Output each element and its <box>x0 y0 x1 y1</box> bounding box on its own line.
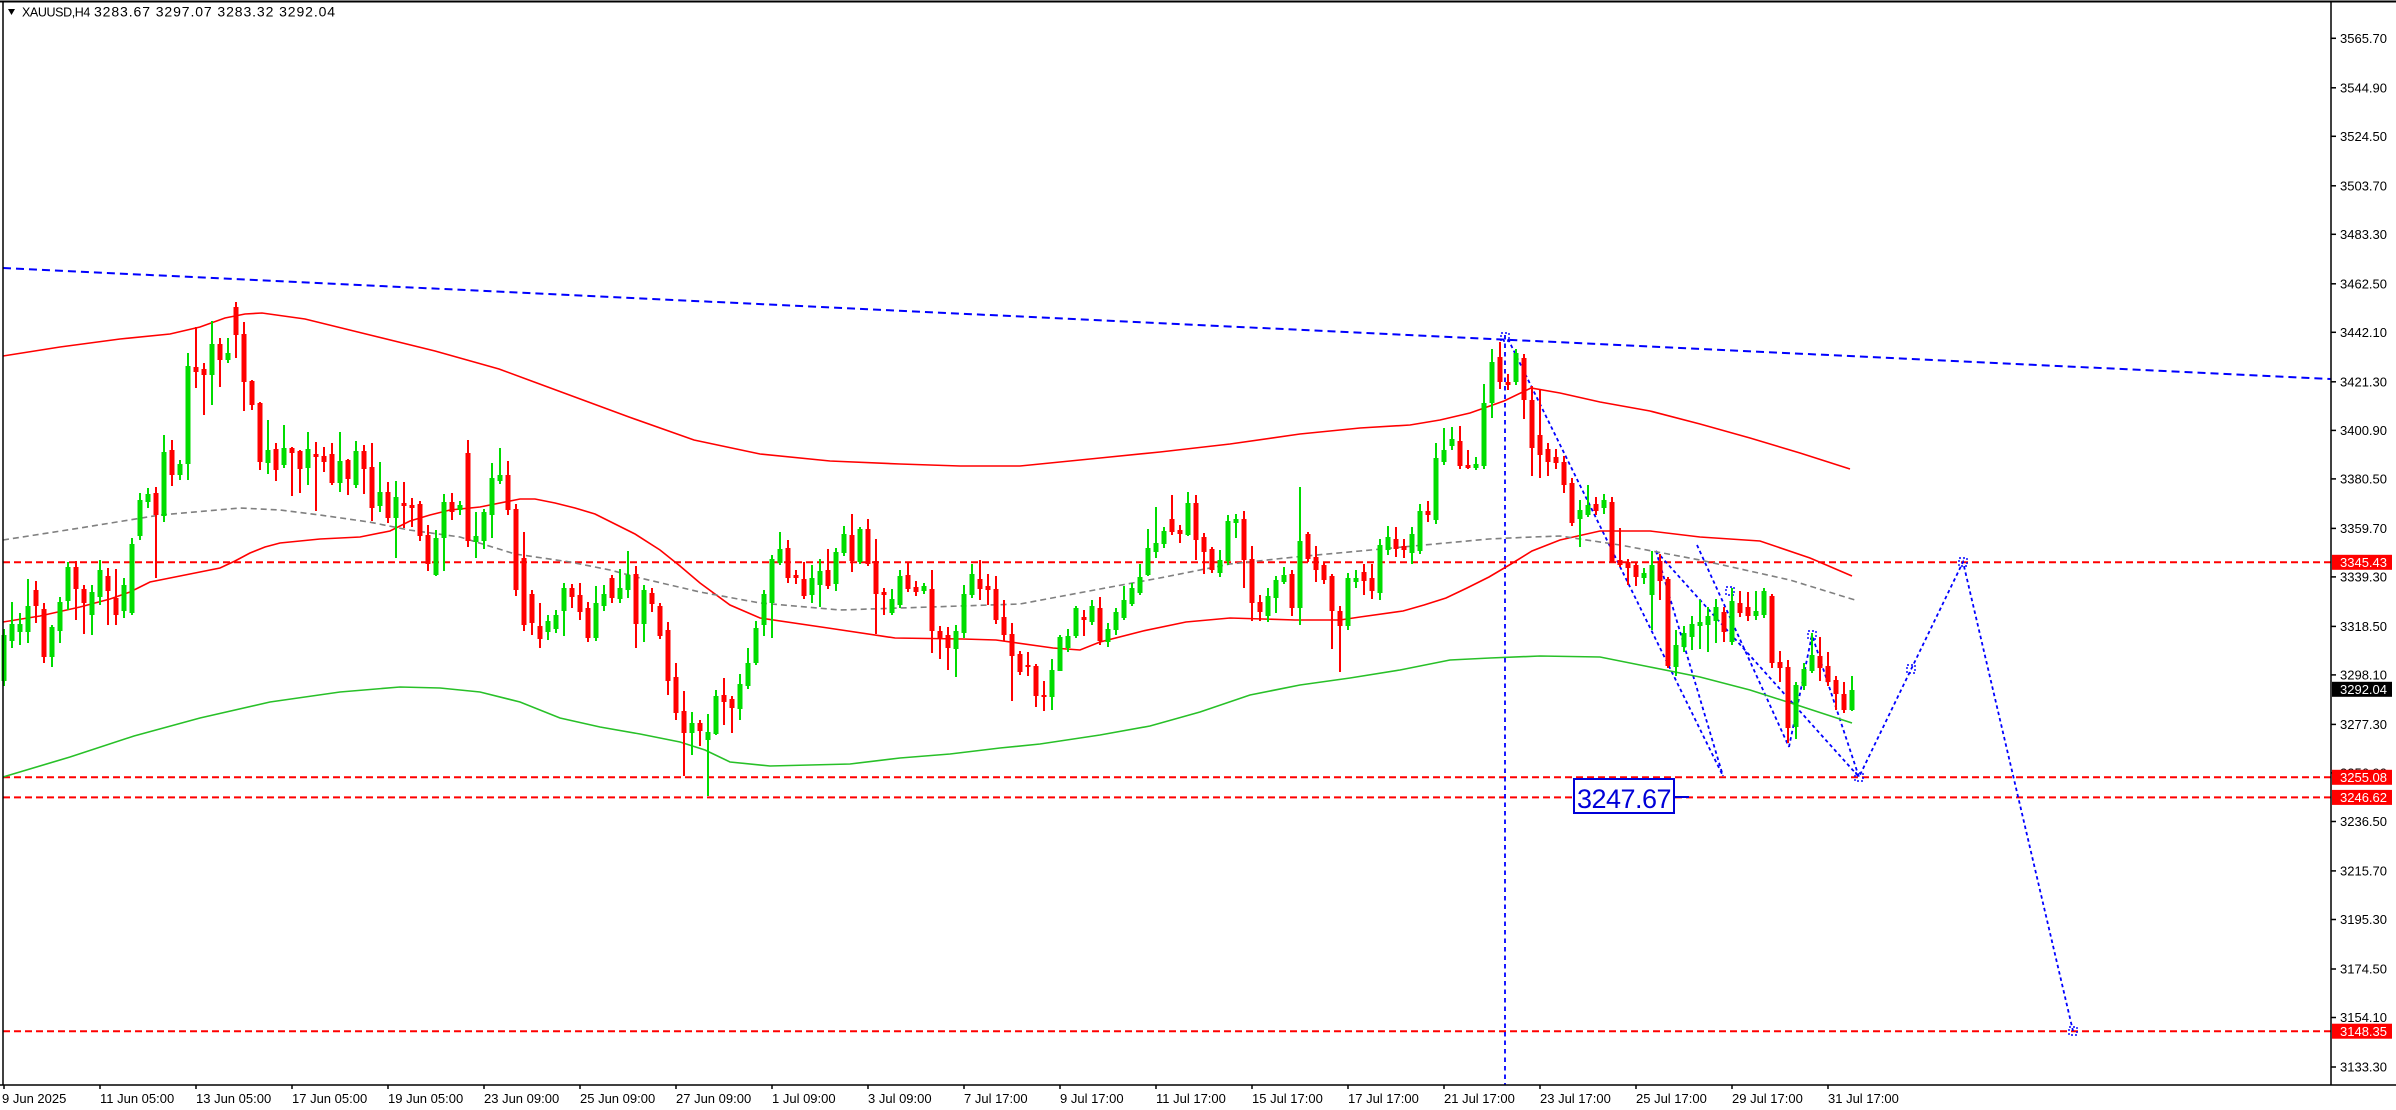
svg-text:29 Jul 17:00: 29 Jul 17:00 <box>1732 1091 1803 1106</box>
svg-text:1 Jul 09:00: 1 Jul 09:00 <box>772 1091 836 1106</box>
svg-text:3380.50: 3380.50 <box>2340 471 2387 486</box>
svg-text:3133.30: 3133.30 <box>2340 1060 2387 1075</box>
svg-text:3544.90: 3544.90 <box>2340 80 2387 95</box>
svg-text:XAUUSD,H4: XAUUSD,H4 <box>22 6 90 20</box>
svg-text:17 Jun 05:00: 17 Jun 05:00 <box>292 1091 367 1106</box>
svg-text:3298.10: 3298.10 <box>2340 667 2387 682</box>
svg-text:3215.70: 3215.70 <box>2340 863 2387 878</box>
svg-text:3442.10: 3442.10 <box>2340 325 2387 340</box>
svg-text:3154.10: 3154.10 <box>2340 1010 2387 1025</box>
svg-text:23 Jul 17:00: 23 Jul 17:00 <box>1540 1091 1611 1106</box>
svg-text:3524.50: 3524.50 <box>2340 129 2387 144</box>
svg-text:3462.50: 3462.50 <box>2340 276 2387 291</box>
svg-text:3565.70: 3565.70 <box>2340 31 2387 46</box>
svg-text:11 Jun 05:00: 11 Jun 05:00 <box>100 1091 174 1106</box>
svg-text:9 Jun 2025: 9 Jun 2025 <box>2 1091 66 1106</box>
svg-text:3277.30: 3277.30 <box>2340 717 2387 732</box>
svg-text:3236.50: 3236.50 <box>2340 814 2387 829</box>
svg-text:3359.70: 3359.70 <box>2340 521 2387 536</box>
svg-text:3246.62: 3246.62 <box>2340 790 2387 805</box>
svg-text:21 Jul 17:00: 21 Jul 17:00 <box>1444 1091 1515 1106</box>
svg-text:31 Jul 17:00: 31 Jul 17:00 <box>1828 1091 1899 1106</box>
svg-text:27 Jun 09:00: 27 Jun 09:00 <box>676 1091 751 1106</box>
svg-text:3292.04: 3292.04 <box>2340 682 2387 697</box>
svg-text:3503.70: 3503.70 <box>2340 178 2387 193</box>
svg-text:3339.30: 3339.30 <box>2340 569 2387 584</box>
svg-text:3247.67: 3247.67 <box>1577 784 1671 814</box>
svg-text:3148.35: 3148.35 <box>2340 1024 2387 1039</box>
svg-text:17 Jul 17:00: 17 Jul 17:00 <box>1348 1091 1419 1106</box>
svg-text:25 Jul 17:00: 25 Jul 17:00 <box>1636 1091 1707 1106</box>
svg-text:3421.30: 3421.30 <box>2340 374 2387 389</box>
svg-text:3283.67 3297.07 3283.32 3292.0: 3283.67 3297.07 3283.32 3292.04 <box>94 4 336 20</box>
svg-text:15 Jul 17:00: 15 Jul 17:00 <box>1252 1091 1323 1106</box>
svg-text:3 Jul 09:00: 3 Jul 09:00 <box>868 1091 932 1106</box>
svg-text:3195.30: 3195.30 <box>2340 912 2387 927</box>
svg-text:23 Jun 09:00: 23 Jun 09:00 <box>484 1091 559 1106</box>
svg-text:3400.90: 3400.90 <box>2340 423 2387 438</box>
svg-text:13 Jun 05:00: 13 Jun 05:00 <box>196 1091 271 1106</box>
svg-text:3318.50: 3318.50 <box>2340 619 2387 634</box>
svg-text:7 Jul 17:00: 7 Jul 17:00 <box>964 1091 1028 1106</box>
svg-text:11 Jul 17:00: 11 Jul 17:00 <box>1156 1091 1226 1106</box>
svg-text:3345.43: 3345.43 <box>2340 555 2387 570</box>
svg-text:19 Jun 05:00: 19 Jun 05:00 <box>388 1091 463 1106</box>
svg-text:3174.50: 3174.50 <box>2340 962 2387 977</box>
svg-text:25 Jun 09:00: 25 Jun 09:00 <box>580 1091 655 1106</box>
svg-text:3255.08: 3255.08 <box>2340 770 2387 785</box>
svg-text:9 Jul 17:00: 9 Jul 17:00 <box>1060 1091 1124 1106</box>
svg-text:3483.30: 3483.30 <box>2340 227 2387 242</box>
